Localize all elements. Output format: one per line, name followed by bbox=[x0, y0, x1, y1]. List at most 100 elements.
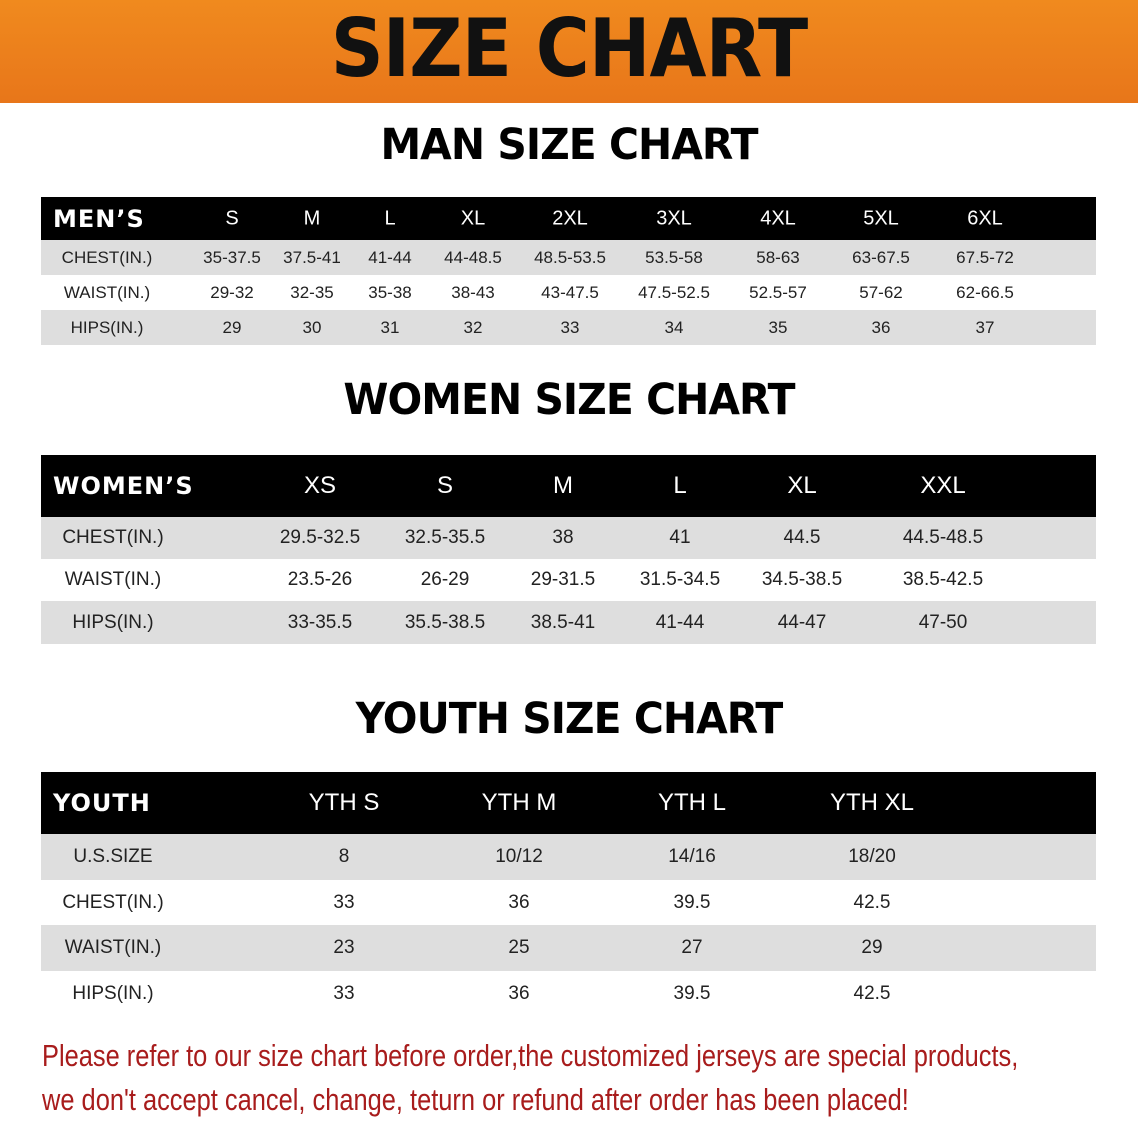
table-cell: 26-29 bbox=[420, 569, 470, 590]
row-label: CHEST(IN.) bbox=[62, 891, 164, 913]
table-cell: 57-62 bbox=[859, 282, 903, 302]
row-label: CHEST(IN.) bbox=[62, 527, 164, 548]
table-cell: 10/12 bbox=[495, 846, 543, 867]
table-cell: 35-37.5 bbox=[203, 247, 261, 267]
size-header: S bbox=[225, 207, 239, 229]
table-cell: 47.5-52.5 bbox=[638, 282, 710, 302]
note-line-2: we don't accept cancel, change, teturn o… bbox=[42, 1082, 909, 1117]
size-header: M bbox=[303, 207, 321, 229]
table-cell: 34.5-38.5 bbox=[761, 569, 843, 590]
table-cell: 14/16 bbox=[668, 846, 716, 867]
row-label: HIPS(IN.) bbox=[72, 611, 154, 633]
size-header: YTH S bbox=[308, 789, 380, 816]
table-cell: 27 bbox=[681, 937, 703, 958]
women-header-row: WOMEN’S XS S M L XL XXL bbox=[41, 455, 1096, 517]
table-cell: 36 bbox=[871, 317, 891, 337]
table-cell: 63-67.5 bbox=[852, 247, 910, 267]
table-cell: 33 bbox=[333, 982, 355, 1004]
size-header: YTH M bbox=[481, 789, 557, 816]
size-header: 3XL bbox=[656, 207, 692, 229]
table-cell: 32.5-35.5 bbox=[404, 527, 486, 548]
table-cell: 39.5 bbox=[673, 982, 711, 1004]
row-label: U.S.SIZE bbox=[73, 846, 153, 867]
table-cell: 29.5-32.5 bbox=[279, 527, 361, 548]
table-cell: 35 bbox=[768, 317, 788, 337]
table-cell: 29 bbox=[222, 317, 242, 337]
table-cell: 47-50 bbox=[918, 611, 968, 633]
size-header: XS bbox=[303, 472, 337, 499]
table-cell: 35.5-38.5 bbox=[404, 611, 486, 633]
table-cell: 38.5-41 bbox=[530, 611, 596, 633]
table-cell: 23.5-26 bbox=[287, 569, 353, 590]
men-header-row: MEN’S S M L XL 2XL 3XL 4XL 5XL 6XL bbox=[41, 197, 1096, 240]
row-label: HIPS(IN.) bbox=[70, 317, 144, 337]
size-header: XL bbox=[787, 472, 817, 499]
youth-header-row: YOUTH YTH S YTH M YTH L YTH XL bbox=[41, 772, 1096, 834]
row-label: CHEST(IN.) bbox=[61, 247, 153, 267]
women-header-label: WOMEN’S bbox=[53, 472, 194, 500]
banner-title: SIZE CHART bbox=[330, 2, 809, 95]
table-cell: 44.5 bbox=[783, 527, 821, 548]
table-cell: 44.5-48.5 bbox=[902, 527, 984, 548]
youth-section-title: YOUTH SIZE CHART bbox=[355, 694, 784, 744]
row-label: WAIST(IN.) bbox=[64, 937, 162, 958]
table-row: HIPS(IN.) 29 30 31 32 33 34 35 36 37 bbox=[41, 310, 1096, 345]
table-cell: 52.5-57 bbox=[749, 282, 807, 302]
row-label: HIPS(IN.) bbox=[72, 982, 154, 1004]
note-line-1: Please refer to our size chart before or… bbox=[42, 1038, 1019, 1073]
women-section-title: WOMEN SIZE CHART bbox=[343, 375, 795, 425]
table-cell: 41-44 bbox=[655, 611, 705, 633]
banner: SIZE CHART bbox=[0, 0, 1138, 103]
size-header: S bbox=[436, 472, 454, 499]
table-row: WAIST(IN.) 23 25 27 29 bbox=[41, 925, 1096, 971]
table-cell: 53.5-58 bbox=[645, 247, 703, 267]
table-cell: 38.5-42.5 bbox=[902, 569, 984, 590]
table-cell: 38 bbox=[552, 527, 574, 548]
size-header: 4XL bbox=[760, 207, 796, 229]
table-cell: 41-44 bbox=[368, 247, 412, 267]
table-cell: 29-31.5 bbox=[530, 569, 596, 590]
table-row: HIPS(IN.) 33 36 39.5 42.5 bbox=[41, 971, 1096, 1016]
row-label: WAIST(IN.) bbox=[64, 569, 162, 590]
row-label: WAIST(IN.) bbox=[63, 282, 151, 302]
size-header: L bbox=[673, 472, 687, 499]
table-cell: 25 bbox=[508, 937, 530, 958]
youth-header-label: YOUTH bbox=[53, 789, 151, 817]
table-cell: 8 bbox=[338, 846, 350, 867]
size-header: YTH L bbox=[657, 789, 727, 816]
men-header-label: MEN’S bbox=[53, 204, 145, 233]
size-header: M bbox=[553, 472, 573, 499]
table-cell: 34 bbox=[664, 317, 684, 337]
table-cell: 36 bbox=[508, 982, 530, 1004]
table-cell: 48.5-53.5 bbox=[534, 247, 606, 267]
table-cell: 37.5-41 bbox=[283, 247, 341, 267]
table-row: WAIST(IN.) 29-32 32-35 35-38 38-43 43-47.5 47.… bbox=[41, 275, 1096, 310]
table-row: CHEST(IN.) 35-37.5 37.5-41 41-44 44-48.5 48.5… bbox=[41, 240, 1096, 275]
men-section-title: MAN SIZE CHART bbox=[380, 120, 758, 170]
size-header: L bbox=[384, 207, 396, 229]
table-cell: 67.5-72 bbox=[956, 247, 1014, 267]
table-cell: 44-48.5 bbox=[444, 247, 502, 267]
table-cell: 35-38 bbox=[368, 282, 412, 302]
table-cell: 29 bbox=[861, 937, 883, 958]
table-cell: 32-35 bbox=[290, 282, 334, 302]
table-cell: 44-47 bbox=[777, 611, 827, 633]
table-cell: 31 bbox=[380, 317, 400, 337]
table-cell: 43-47.5 bbox=[541, 282, 599, 302]
table-cell: 42.5 bbox=[853, 982, 891, 1004]
table-cell: 33-35.5 bbox=[287, 611, 353, 633]
table-cell: 38-43 bbox=[451, 282, 495, 302]
size-header: 5XL bbox=[863, 207, 899, 229]
table-cell: 42.5 bbox=[853, 891, 891, 913]
table-cell: 33 bbox=[560, 317, 580, 337]
table-cell: 30 bbox=[302, 317, 322, 337]
table-row: U.S.SIZE 8 10/12 14/16 18/20 bbox=[41, 834, 1096, 880]
table-row: CHEST(IN.) 29.5-32.5 32.5-35.5 38 41 44.5 44.5… bbox=[41, 517, 1096, 559]
table-cell: 62-66.5 bbox=[956, 282, 1014, 302]
table-cell: 36 bbox=[508, 891, 530, 913]
size-header: 2XL bbox=[552, 207, 588, 229]
size-header: XL bbox=[460, 207, 486, 229]
table-cell: 39.5 bbox=[673, 891, 711, 913]
table-cell: 33 bbox=[333, 891, 355, 913]
table-row: CHEST(IN.) 33 36 39.5 42.5 bbox=[41, 880, 1096, 925]
